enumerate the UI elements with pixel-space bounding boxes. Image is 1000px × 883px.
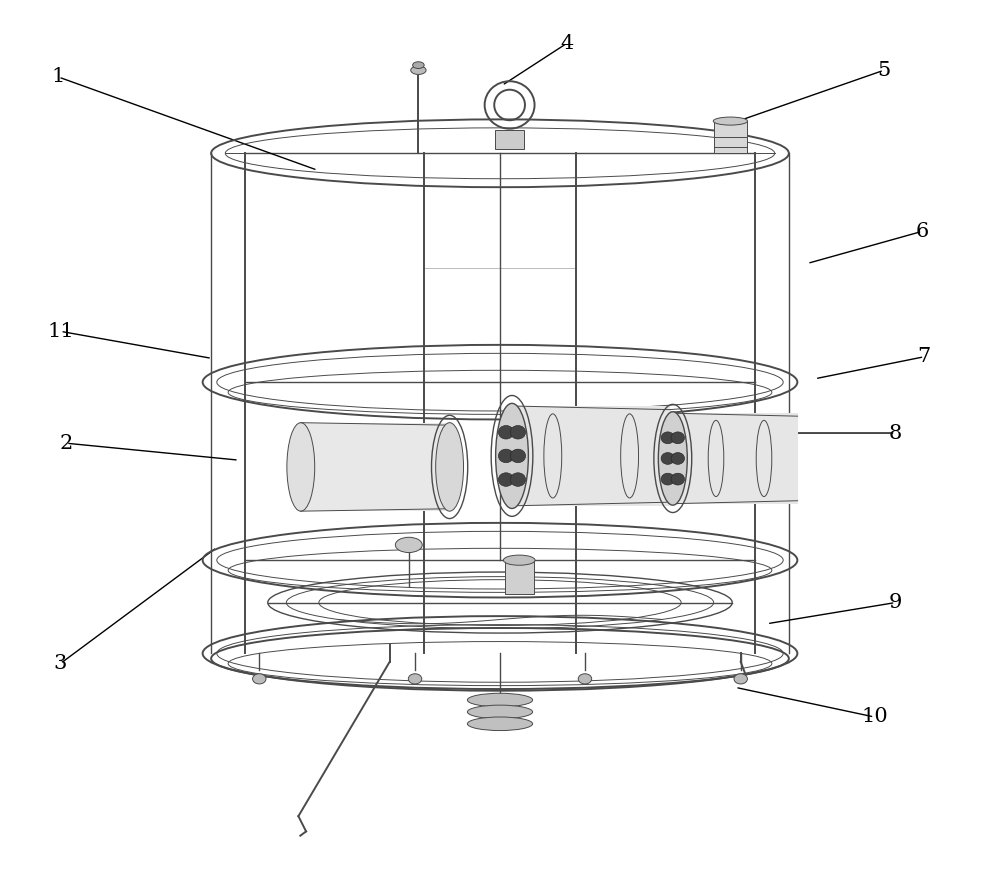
Ellipse shape <box>436 423 464 511</box>
Ellipse shape <box>467 717 533 730</box>
Circle shape <box>661 473 675 485</box>
Ellipse shape <box>287 423 315 511</box>
Circle shape <box>510 472 526 487</box>
Ellipse shape <box>467 693 533 706</box>
Bar <box>714 121 747 154</box>
Text: 7: 7 <box>918 347 931 366</box>
Circle shape <box>661 452 675 464</box>
Ellipse shape <box>660 413 685 504</box>
Ellipse shape <box>253 674 266 684</box>
Text: 11: 11 <box>47 321 74 341</box>
Circle shape <box>510 426 526 439</box>
Text: 1: 1 <box>52 67 65 87</box>
Circle shape <box>510 449 526 463</box>
Ellipse shape <box>713 117 748 125</box>
Ellipse shape <box>467 706 533 719</box>
Ellipse shape <box>578 674 592 684</box>
Bar <box>512 406 670 506</box>
Ellipse shape <box>496 404 528 509</box>
Ellipse shape <box>503 555 535 565</box>
Bar <box>673 412 798 503</box>
Ellipse shape <box>413 62 424 69</box>
Ellipse shape <box>734 674 747 684</box>
Ellipse shape <box>499 406 525 506</box>
Bar <box>301 423 450 511</box>
Bar <box>505 560 534 594</box>
Circle shape <box>498 472 514 487</box>
Text: 10: 10 <box>861 707 888 727</box>
Circle shape <box>671 432 685 444</box>
Ellipse shape <box>395 537 422 553</box>
Circle shape <box>661 432 675 444</box>
Ellipse shape <box>411 66 426 74</box>
Text: 6: 6 <box>916 222 929 241</box>
Ellipse shape <box>408 674 422 684</box>
Circle shape <box>671 452 685 464</box>
Text: 4: 4 <box>561 34 574 53</box>
Text: 3: 3 <box>54 654 67 673</box>
Ellipse shape <box>661 422 682 503</box>
Circle shape <box>498 449 514 463</box>
Text: 8: 8 <box>889 424 902 442</box>
Circle shape <box>671 473 685 485</box>
Text: 5: 5 <box>877 61 891 79</box>
Text: 9: 9 <box>889 593 902 612</box>
Circle shape <box>498 426 514 439</box>
Text: 2: 2 <box>59 434 73 453</box>
Ellipse shape <box>658 411 687 505</box>
Bar <box>495 131 524 149</box>
